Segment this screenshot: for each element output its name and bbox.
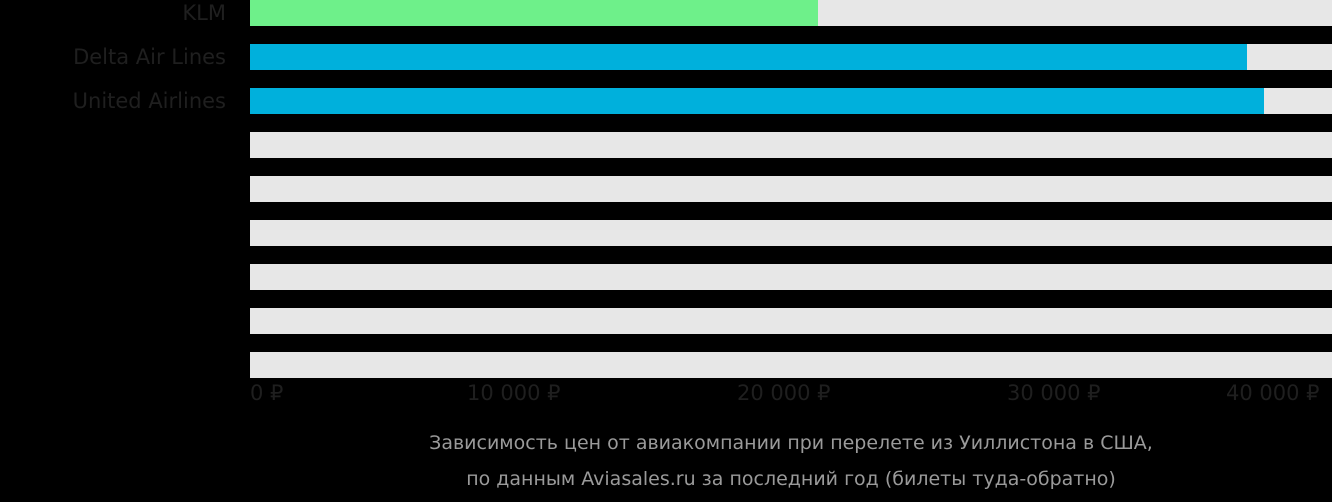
bar-delta xyxy=(250,44,1247,70)
bar-track-empty xyxy=(250,264,1332,290)
bar-track-empty xyxy=(250,132,1332,158)
bar-klm xyxy=(250,0,818,26)
bar-track-united xyxy=(250,88,1332,114)
bar-track-klm xyxy=(250,0,1332,26)
x-tick: 20 000 ₽ xyxy=(737,381,831,405)
bar-track-empty xyxy=(250,308,1332,334)
x-tick: 40 000 ₽ xyxy=(1226,381,1320,405)
x-tick: 10 000 ₽ xyxy=(467,381,561,405)
row-label-delta: Delta Air Lines xyxy=(73,45,226,69)
chart-caption-line1: Зависимость цен от авиакомпании при пере… xyxy=(429,432,1153,454)
bar-track-empty xyxy=(250,176,1332,202)
bar-track-empty xyxy=(250,352,1332,378)
row-label-klm: KLM xyxy=(182,1,226,25)
bar-united xyxy=(250,88,1264,114)
x-tick: 0 ₽ xyxy=(250,381,284,405)
row-label-united: United Airlines xyxy=(72,89,226,113)
x-tick: 30 000 ₽ xyxy=(1007,381,1101,405)
bar-track-delta xyxy=(250,44,1332,70)
bar-track-empty xyxy=(250,220,1332,246)
chart-caption-line2: по данным Aviasales.ru за последний год … xyxy=(466,468,1116,490)
